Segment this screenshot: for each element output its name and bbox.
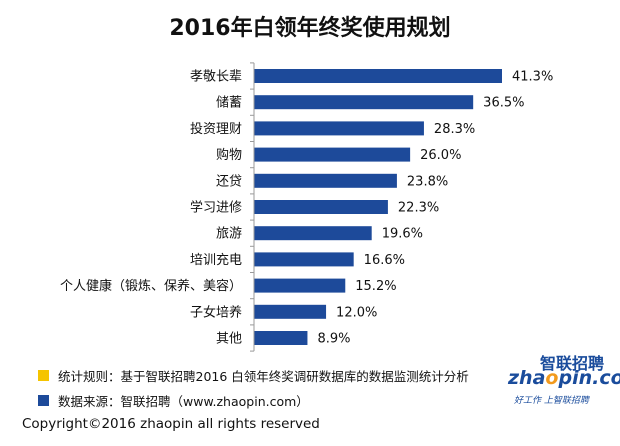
zhaopin-logo: 智联招聘 zhaopin.com 好工作 上智联招聘 — [500, 350, 620, 412]
category-label: 其他 — [216, 332, 242, 347]
category-label: 孝敬长辈 — [190, 69, 242, 85]
category-label: 旅游 — [216, 227, 242, 242]
bar — [254, 121, 424, 136]
logo-name-en: zhaopin.com — [508, 367, 620, 389]
bar — [254, 252, 354, 267]
legend-rule-text: 统计规则：基于智联招聘2016 白领年终奖调研数据库的数据监测统计分析 — [58, 369, 469, 384]
value-label: 26.0% — [420, 148, 461, 163]
bar — [254, 200, 388, 214]
bar — [254, 278, 346, 293]
bar — [254, 173, 397, 188]
value-label: 41.3% — [512, 70, 553, 85]
legend-rule-row: 统计规则：基于智联招聘2016 白领年终奖调研数据库的数据监测统计分析 — [38, 366, 469, 385]
value-label: 16.6% — [364, 253, 405, 268]
value-label: 22.3% — [398, 201, 439, 216]
chart-title: 2016年白领年终奖使用规划 — [169, 16, 451, 41]
category-label: 子女培养 — [190, 304, 242, 320]
legend-source-row: 数据来源：智联招聘（www.zhaopin.com） — [38, 391, 309, 410]
copyright-text: Copyright©2016 zhaopin all rights reserv… — [22, 416, 320, 432]
legend-source-swatch — [38, 395, 49, 406]
bar — [254, 95, 474, 110]
value-label: 8.9% — [317, 332, 350, 347]
value-label: 12.0% — [336, 305, 377, 320]
value-label: 19.6% — [382, 227, 423, 242]
bar — [254, 226, 372, 241]
value-label: 36.5% — [483, 96, 524, 111]
category-label: 培训充电 — [190, 252, 242, 268]
category-label: 储蓄 — [216, 96, 242, 111]
value-label: 23.8% — [407, 174, 448, 189]
bar — [254, 304, 327, 319]
legend-rule-swatch — [38, 370, 49, 381]
bar — [254, 147, 411, 162]
legend-source-text: 数据来源：智联招聘（www.zhaopin.com） — [58, 394, 309, 409]
bar — [254, 69, 502, 83]
value-label: 28.3% — [434, 122, 475, 137]
logo-name-cn: 智联招聘 — [540, 354, 605, 373]
category-label: 投资理财 — [190, 121, 242, 137]
value-label: 15.2% — [355, 279, 396, 294]
category-label: 学习进修 — [190, 200, 242, 216]
category-label: 购物 — [216, 147, 242, 163]
bar — [254, 331, 308, 345]
logo-slogan: 好工作 上智联招聘 — [514, 396, 589, 406]
category-label: 个人健康（锻炼、保养、美容） — [60, 278, 242, 294]
category-label: 还贷 — [216, 174, 242, 189]
